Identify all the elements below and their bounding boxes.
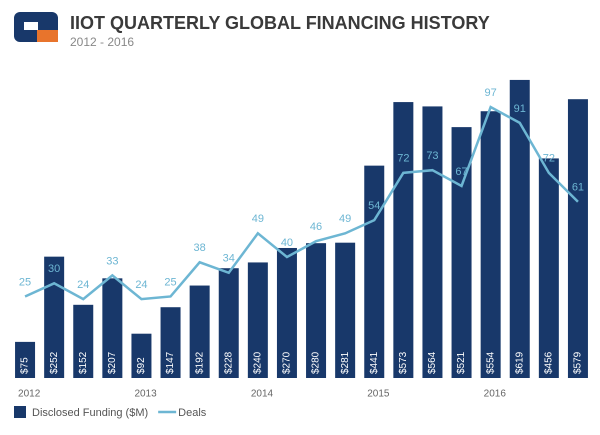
- bar: [160, 307, 181, 378]
- bar: [509, 79, 530, 379]
- legend-label: Disclosed Funding ($M): [32, 407, 148, 419]
- logo: [14, 12, 58, 42]
- x-tick-label: 2014: [251, 389, 274, 400]
- x-tick-label: 2012: [18, 389, 41, 400]
- line-value-label: 33: [106, 255, 118, 267]
- bar-value-label: $192: [194, 351, 205, 374]
- bar-value-label: $441: [369, 351, 380, 374]
- chart-title: IIOT QUARTERLY GLOBAL FINANCING HISTORY: [70, 13, 490, 33]
- bar: [276, 247, 297, 378]
- line-value-label: 25: [164, 276, 176, 288]
- bar: [480, 111, 501, 378]
- bar: [538, 158, 559, 378]
- legend-swatch: [14, 406, 26, 418]
- x-tick-label: 2016: [484, 389, 507, 400]
- deals-line: [24, 105, 579, 301]
- line-value-label: 67: [455, 166, 467, 178]
- bar: [189, 285, 210, 378]
- bar-value-label: $147: [165, 351, 176, 374]
- bar-value-label: $573: [398, 351, 409, 374]
- bar-value-label: $521: [456, 351, 467, 374]
- bar: [218, 268, 239, 378]
- bar: [335, 242, 356, 378]
- bar: [364, 165, 385, 378]
- bar: [131, 333, 152, 378]
- line-value-label: 24: [135, 279, 147, 291]
- bar-value-label: $92: [136, 357, 147, 374]
- line-value-label: 54: [368, 200, 380, 212]
- line-value-label: 72: [543, 153, 555, 165]
- line-value-label: 46: [310, 221, 322, 233]
- bar-value-label: $75: [20, 357, 31, 374]
- bar-value-label: $207: [107, 351, 118, 374]
- bar: [567, 99, 588, 378]
- bar-value-label: $554: [485, 351, 496, 374]
- line-value-label: 34: [223, 253, 235, 265]
- line-value-label: 40: [281, 237, 293, 249]
- line-value-label: 38: [194, 242, 206, 254]
- bar: [73, 304, 94, 378]
- bar: [102, 278, 123, 378]
- bar-value-label: $579: [573, 351, 584, 374]
- bar: [15, 341, 36, 378]
- line-value-label: 24: [77, 279, 89, 291]
- line-value-label: 49: [339, 213, 351, 225]
- bar-value-label: $228: [223, 351, 234, 374]
- bar-value-label: $280: [311, 351, 322, 374]
- bar: [422, 106, 443, 379]
- line-value-label: 72: [397, 153, 409, 165]
- line-value-label: 49: [252, 213, 264, 225]
- bar-value-label: $270: [282, 351, 293, 374]
- bar: [451, 127, 472, 378]
- bar: [247, 262, 268, 378]
- bar-value-label: $564: [427, 351, 438, 374]
- bar-value-label: $240: [252, 351, 263, 374]
- line-value-label: 91: [514, 103, 526, 115]
- bar: [306, 243, 327, 378]
- bar-value-label: $252: [49, 351, 60, 374]
- x-tick-label: 2015: [367, 389, 390, 400]
- bar-value-label: $456: [543, 351, 554, 374]
- legend-label: Deals: [178, 407, 207, 419]
- line-value-label: 25: [19, 276, 31, 288]
- line-value-label: 73: [426, 150, 438, 162]
- chart-subtitle: 2012 - 2016: [70, 35, 134, 49]
- line-value-label: 97: [485, 87, 497, 99]
- bar: [393, 102, 414, 378]
- bar-value-label: $619: [514, 351, 525, 374]
- line-value-label: 61: [572, 182, 584, 194]
- x-tick-label: 2013: [134, 389, 157, 400]
- bar-value-label: $281: [340, 351, 351, 374]
- line-value-label: 30: [48, 263, 60, 275]
- bar-value-label: $152: [78, 351, 89, 374]
